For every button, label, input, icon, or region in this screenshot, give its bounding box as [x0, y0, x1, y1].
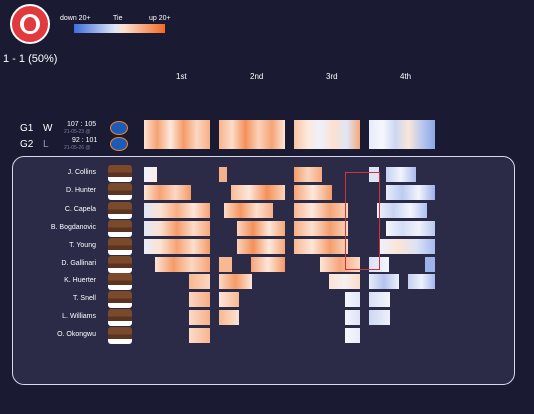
stint-segment	[231, 185, 285, 200]
player-name[interactable]: O. Okongwu	[57, 331, 96, 338]
player-avatar	[108, 165, 132, 182]
stint-segment	[155, 257, 210, 272]
legend-color-scale	[74, 24, 165, 33]
player-avatar	[108, 183, 132, 200]
stint-segment	[345, 292, 360, 307]
stint-segment	[294, 221, 348, 236]
stint-segment	[219, 274, 252, 289]
stint-segment	[237, 221, 285, 236]
stint-segment	[144, 221, 210, 236]
stint-segment	[386, 185, 435, 200]
stint-segment	[189, 328, 210, 343]
game-heatmap-q1	[144, 120, 210, 149]
legend-tie-label: Tie	[113, 15, 123, 22]
stint-segment	[251, 257, 285, 272]
quarter-label-4: 4th	[400, 72, 412, 81]
stint-segment	[189, 292, 210, 307]
player-name[interactable]: D. Gallinari	[61, 260, 96, 267]
game-score-g1: 107 : 105	[67, 121, 97, 128]
stint-segment	[369, 167, 379, 182]
stint-segment	[219, 310, 239, 325]
game-heatmap-q2	[219, 120, 285, 149]
player-name[interactable]: C. Capela	[64, 206, 96, 213]
player-avatar	[108, 256, 132, 273]
game-result-g1: W	[43, 123, 53, 134]
stint-segment	[219, 257, 232, 272]
stint-segment	[369, 310, 390, 325]
player-avatar	[108, 220, 132, 237]
stint-segment	[189, 274, 210, 289]
stint-segment	[294, 239, 348, 254]
stint-segment	[144, 185, 191, 200]
stint-segment	[144, 203, 210, 218]
game-heatmap-q3	[294, 120, 360, 149]
stint-segment	[320, 257, 360, 272]
player-avatar	[108, 327, 132, 344]
series-record: 1 - 1 (50%)	[3, 53, 58, 65]
legend-up-label: up 20+	[149, 15, 171, 22]
player-name[interactable]: L. Williams	[62, 313, 96, 320]
player-avatar	[108, 238, 132, 255]
stint-segment	[219, 167, 227, 182]
knicks-logo-icon	[110, 121, 128, 135]
stint-segment	[144, 167, 157, 182]
stint-segment	[345, 310, 360, 325]
stint-segment	[369, 292, 390, 307]
player-name[interactable]: T. Snell	[73, 295, 96, 302]
stint-segment	[294, 203, 348, 218]
stint-segment	[377, 203, 427, 218]
game-date-g2: 21-05-26 @	[64, 145, 91, 151]
game-date-g1: 21-05-23 @	[64, 129, 91, 135]
stint-segment	[294, 167, 322, 182]
stint-segment	[386, 221, 435, 236]
stint-segment	[237, 239, 285, 254]
quarter-label-2: 2nd	[250, 72, 264, 81]
stint-segment	[345, 328, 360, 343]
game-id-g1[interactable]: G1	[20, 123, 34, 134]
stint-segment	[408, 274, 435, 289]
stint-segment	[329, 274, 360, 289]
lineup-highlight-box[interactable]	[345, 172, 380, 270]
stint-segment	[294, 185, 332, 200]
player-name[interactable]: J. Collins	[67, 169, 96, 176]
player-avatar	[108, 202, 132, 219]
stint-segment	[189, 310, 210, 325]
quarter-label-1: 1st	[176, 72, 187, 81]
legend-down-label: down 20+	[60, 15, 91, 22]
game-result-g2: L	[43, 139, 49, 150]
quarter-label-3: 3rd	[326, 72, 338, 81]
player-avatar	[108, 273, 132, 290]
player-name[interactable]: B. Bogdanovic	[50, 224, 96, 231]
stint-segment	[386, 167, 416, 182]
player-avatar	[108, 309, 132, 326]
player-name[interactable]: K. Huerter	[64, 277, 96, 284]
stint-segment	[369, 274, 399, 289]
game-id-g2[interactable]: G2	[20, 139, 34, 150]
game-heatmap-q4	[369, 120, 435, 149]
player-name[interactable]: D. Hunter	[66, 187, 96, 194]
stint-segment	[224, 203, 273, 218]
stint-segment	[425, 257, 435, 272]
team-logo	[10, 4, 50, 44]
player-avatar	[108, 291, 132, 308]
stint-segment	[219, 292, 239, 307]
game-score-g2: 92 : 101	[72, 137, 98, 144]
player-name[interactable]: T. Young	[69, 242, 96, 249]
knicks-logo-icon	[110, 137, 128, 151]
stint-segment	[144, 239, 210, 254]
stint-segment	[380, 239, 435, 254]
